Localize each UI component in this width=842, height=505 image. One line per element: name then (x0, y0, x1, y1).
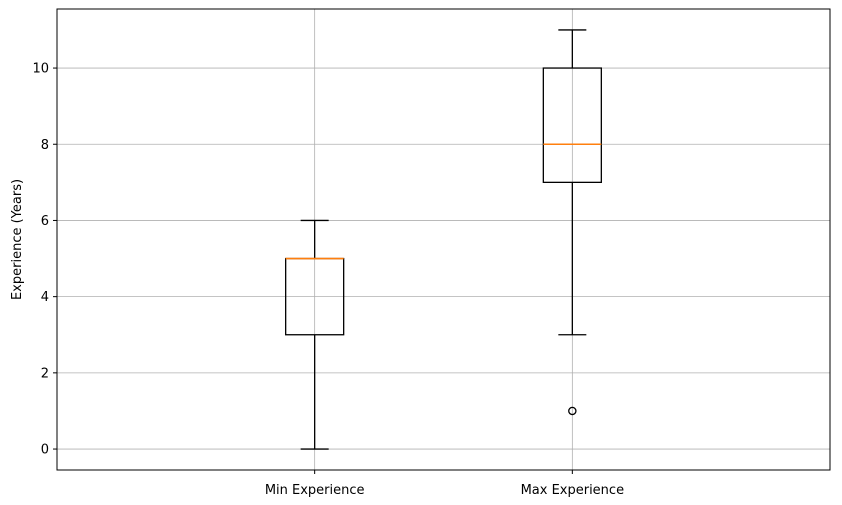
x-tick-label: Min Experience (265, 483, 365, 498)
x-tick-label: Max Experience (521, 483, 625, 498)
y-axis-label: Experience (Years) (10, 179, 25, 300)
y-tick-label: 10 (32, 62, 49, 77)
y-tick-label: 4 (41, 290, 49, 305)
grid (57, 9, 830, 470)
outlier-point (568, 406, 577, 416)
boxes (285, 29, 602, 450)
x-axis: Min Experience Max Experience (265, 470, 624, 498)
y-tick-label: 2 (41, 366, 49, 381)
box-iqr (542, 67, 602, 184)
y-tick-label: 8 (41, 138, 49, 153)
box-group (285, 219, 345, 450)
y-tick-label: 6 (41, 214, 49, 229)
box-group (542, 29, 602, 416)
y-tick-label: 0 (41, 443, 49, 458)
plot-frame (56, 8, 831, 471)
y-axis: 0 2 4 6 8 10 (32, 62, 57, 458)
